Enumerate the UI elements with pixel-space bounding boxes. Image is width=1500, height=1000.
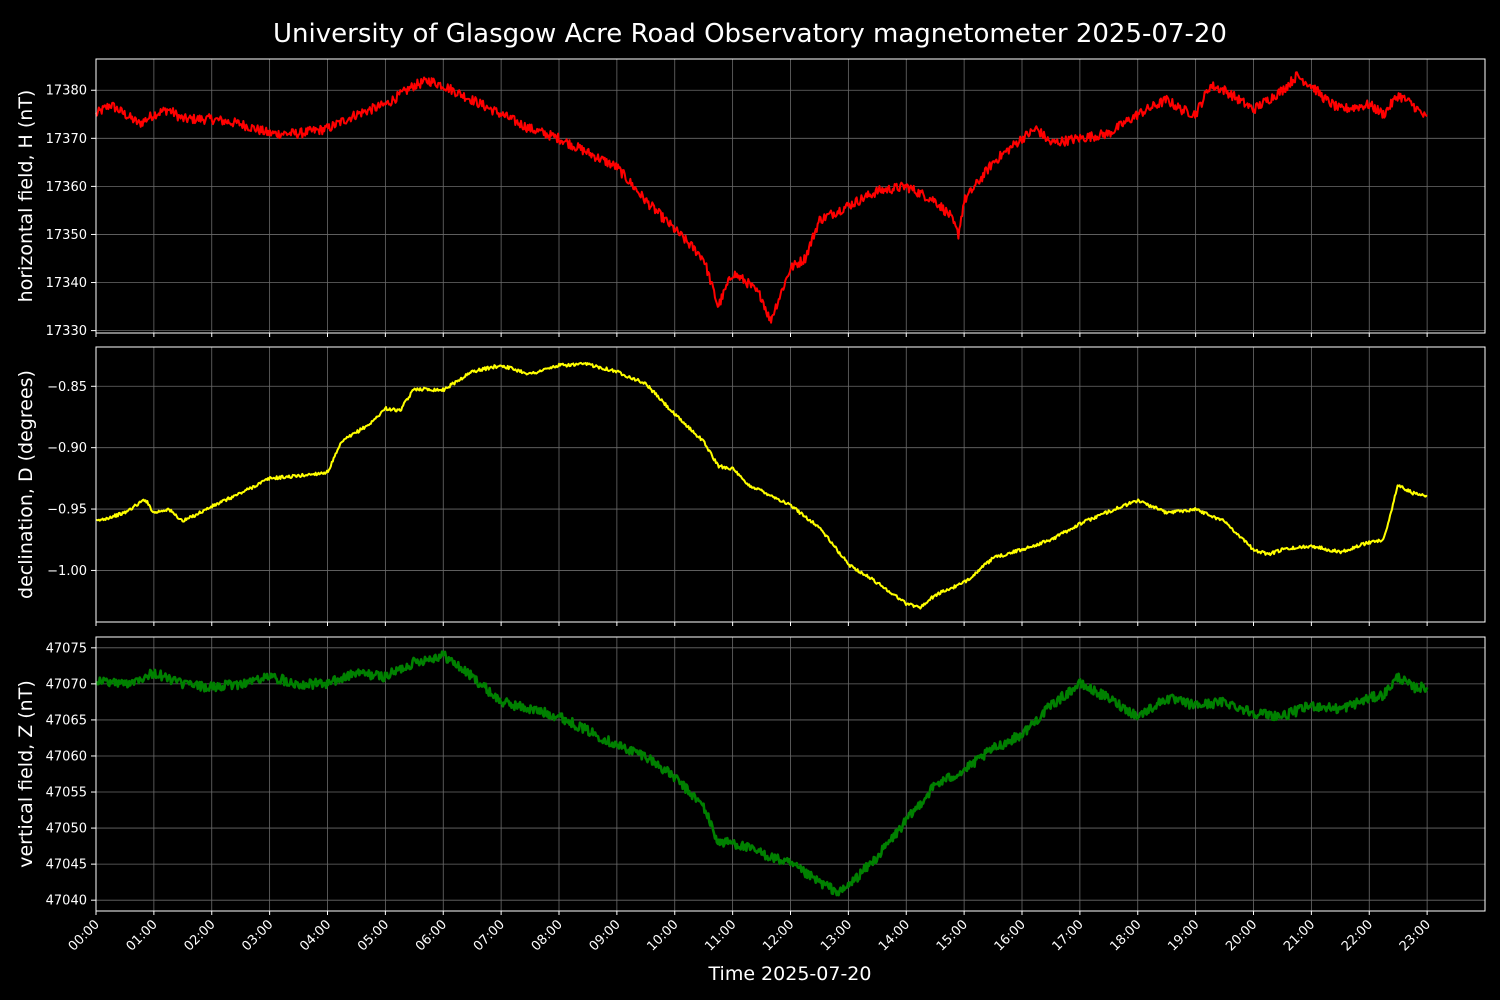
panel-h-frame <box>95 58 1486 334</box>
panel-h-ytick-label: 17360 <box>46 180 87 195</box>
panel-z-ytick-label: 47060 <box>46 749 87 764</box>
panel-z-ytick-label: 47050 <box>46 822 87 837</box>
panel-d-line <box>95 361 1428 610</box>
panel-z-ytick-label: 47055 <box>46 786 87 801</box>
panel-h-ytick-label: 17340 <box>46 276 87 291</box>
panel-h-ytick-label: 17380 <box>46 84 87 99</box>
panel-z-ytick-label: 47075 <box>46 641 87 656</box>
panel-d-ytick-label: −1.00 <box>47 564 87 579</box>
panel-h-line <box>95 71 1428 324</box>
x-axis-label: Time 2025-07-20 <box>708 963 872 985</box>
panel-h: 17330 17340 17350 17360 17370 17380 horizonta… <box>15 58 1486 339</box>
panel-z: 47040 47045 47050 47055 47060 47065 47070 47075… <box>15 636 1486 915</box>
panel-z-axes: 47040 47045 47050 47055 47060 47065 47070 47075 <box>46 636 1486 915</box>
panel-z-ylabel: vertical field, Z (nT) <box>15 680 37 868</box>
panel-z-ytick-label: 47040 <box>46 894 87 909</box>
panel-h-ytick-label: 17350 <box>46 228 87 243</box>
panel-h-ylabel: horizontal field, H (nT) <box>15 90 37 303</box>
panel-z-ytick-label: 47045 <box>46 858 87 873</box>
panel-z-series <box>95 650 1429 897</box>
panel-h-grid <box>95 59 1485 333</box>
panel-h-ytick-label: 17330 <box>46 324 87 339</box>
panel-z-line <box>95 650 1429 897</box>
panel-d-ytick-label: −0.95 <box>47 503 87 518</box>
panel-z-ytick-label: 47065 <box>46 713 87 728</box>
panel-d-ytick-label: −0.85 <box>47 380 87 395</box>
panel-h-series <box>95 71 1428 324</box>
panel-h-axes: 17330 17340 17350 17360 17370 17380 <box>46 58 1486 339</box>
panel-d-ytick-label: −0.90 <box>47 441 87 456</box>
panel-h-ytick-label: 17370 <box>46 132 87 147</box>
chart-title: University of Glasgow Acre Road Observat… <box>273 19 1227 49</box>
panel-z-frame <box>95 636 1486 912</box>
panel-d-frame <box>95 346 1486 623</box>
panel-d-series <box>95 361 1428 610</box>
panel-d-grid <box>95 347 1485 622</box>
panel-d-axes: −1.00 −0.95 −0.90 −0.85 <box>47 346 1486 626</box>
panel-d-ylabel: declination, D (degrees) <box>15 370 37 599</box>
panel-d: −1.00 −0.95 −0.90 −0.85 declination, D (deg… <box>15 346 1486 626</box>
panel-z-ytick-label: 47070 <box>46 677 87 692</box>
